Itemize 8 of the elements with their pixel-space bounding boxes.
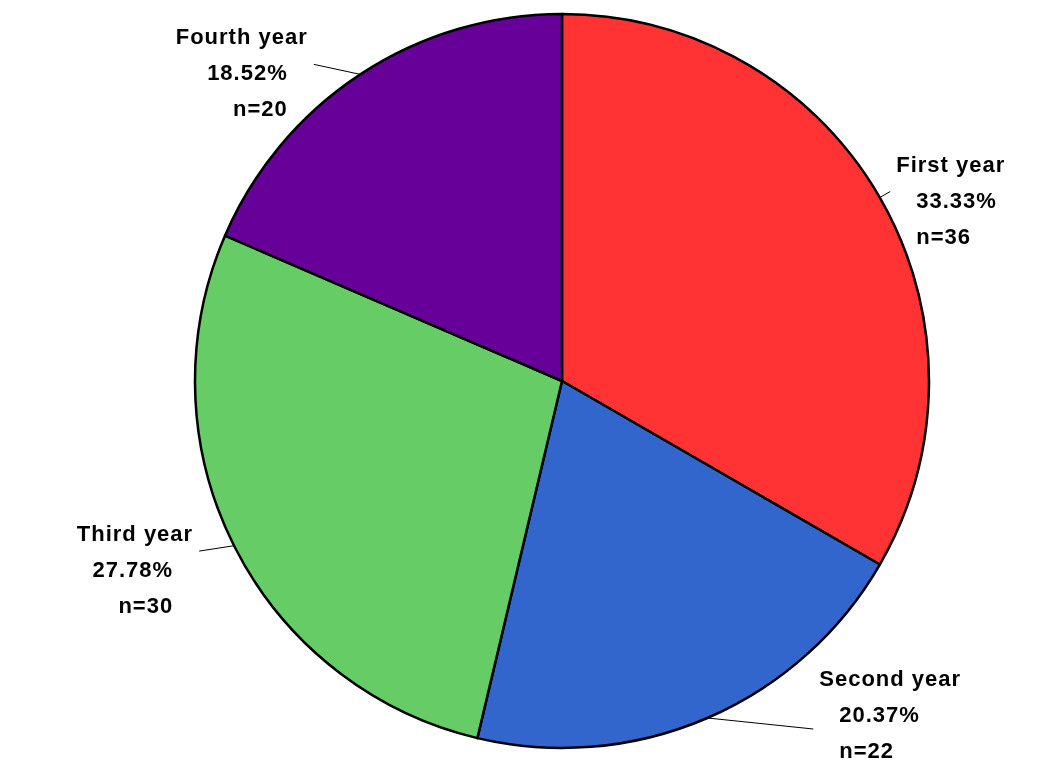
slice-label: Second year [819, 666, 962, 691]
data-label: 20.37% n=22 [839, 702, 920, 763]
slice-label: Fourth year [175, 24, 308, 50]
data-label: 27.78% n=30 [92, 557, 174, 619]
data-label: 33.33% n=36 [916, 187, 997, 249]
slice-label: First year [896, 151, 1006, 177]
slice-label: Third year [76, 521, 194, 547]
data-label: 18.52% n=20 [207, 60, 288, 122]
